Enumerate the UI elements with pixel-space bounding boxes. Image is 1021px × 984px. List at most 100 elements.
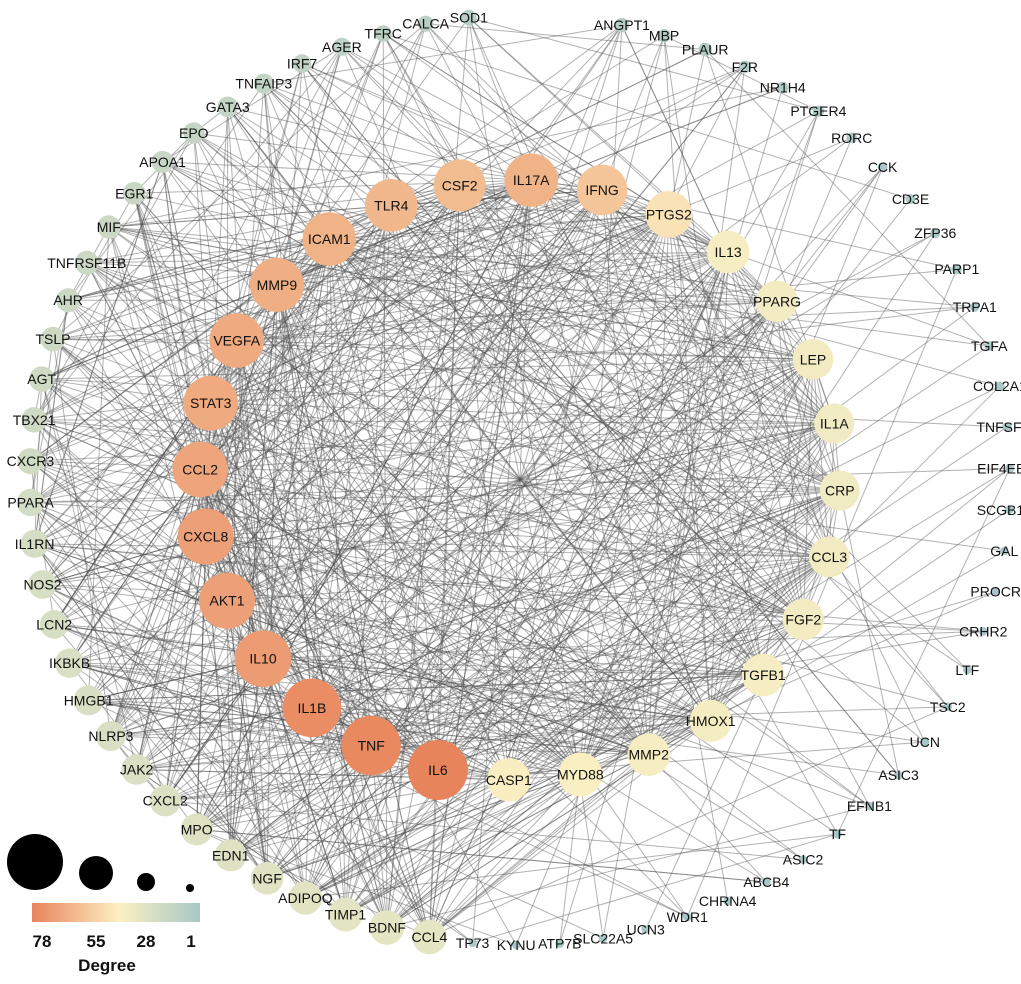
edge (311, 707, 649, 756)
edge (200, 251, 729, 470)
edge (236, 213, 669, 341)
edge (648, 490, 841, 755)
edge (205, 536, 649, 756)
edge (328, 238, 804, 620)
node-ltf: LTF (955, 662, 979, 678)
edge (371, 619, 804, 747)
node-apoa1: APOA1 (139, 150, 186, 173)
edge (30, 213, 669, 462)
edge (41, 378, 581, 776)
edge (196, 490, 841, 830)
edge (33, 419, 201, 470)
edge (196, 556, 830, 830)
edge (266, 423, 835, 879)
edge (210, 402, 430, 938)
edge (530, 179, 870, 807)
edge (276, 284, 830, 558)
edge (52, 338, 649, 756)
edge (69, 469, 201, 664)
node-jak2: JAK2 (120, 754, 154, 785)
edge (42, 536, 206, 585)
edge (648, 167, 884, 755)
edge (311, 423, 835, 709)
edge (210, 402, 650, 756)
node-label: SLC22A5 (573, 930, 633, 946)
edge (210, 185, 461, 404)
node-circle (782, 598, 824, 641)
node-ngf: NGF (250, 862, 284, 895)
edge (42, 584, 984, 632)
node-circle (905, 194, 916, 205)
node-label: HMGB1 (64, 692, 114, 708)
edge (710, 490, 841, 722)
node-label: TRPA1 (953, 299, 997, 315)
edge (110, 490, 840, 737)
node-label: LEP (800, 351, 826, 367)
node-cd3e: CD3E (892, 191, 929, 207)
edge (802, 359, 814, 620)
node-label: MIF (97, 219, 121, 235)
edge (263, 83, 804, 620)
edge (110, 358, 814, 737)
edge (67, 299, 688, 918)
edge (205, 536, 764, 676)
edge (34, 543, 268, 879)
edge (382, 33, 712, 722)
edge (601, 189, 841, 491)
node-tnfsf15: TNFSF15 (976, 419, 1021, 435)
node-label: CHRNA4 (699, 893, 757, 909)
edge (508, 674, 764, 781)
edge (196, 179, 532, 830)
node-label: CALCA (402, 16, 449, 32)
edge (30, 179, 532, 462)
node-circle (865, 801, 874, 811)
node-label: EDN1 (212, 847, 250, 863)
node-label: VEGFA (213, 333, 260, 349)
node-label: APOA1 (139, 154, 186, 170)
edge (276, 284, 372, 746)
edge (136, 251, 729, 770)
node-circle (598, 934, 608, 943)
edge (205, 213, 670, 537)
node-ahr: AHR (53, 288, 83, 313)
edge (370, 180, 532, 746)
edge (136, 490, 840, 770)
edge (328, 238, 712, 722)
node-circle (461, 9, 477, 26)
node-tnfrsf11b: TNFRSF11B (47, 250, 126, 275)
edge (311, 205, 392, 708)
edge (196, 745, 372, 830)
node-circle (217, 96, 238, 118)
edge (41, 378, 138, 770)
edge (329, 189, 603, 240)
edge (236, 340, 388, 928)
edge (262, 658, 581, 776)
node-lcn2: LCN2 (36, 610, 72, 639)
node-mbp: MBP (649, 28, 679, 44)
edge (210, 402, 804, 620)
edge (165, 745, 372, 802)
edge (266, 284, 278, 879)
edge (329, 238, 778, 302)
edge (311, 556, 830, 709)
edge (133, 193, 313, 709)
node-tlr4: TLR4 (365, 179, 418, 232)
node-label: SCGB1A1 (977, 502, 1021, 518)
edge (370, 358, 814, 746)
edge (262, 205, 392, 659)
edge (391, 204, 835, 424)
node-label: ATP7B (538, 936, 581, 952)
edge (304, 185, 461, 899)
node-circle (39, 610, 69, 639)
edge (30, 460, 840, 491)
edge (133, 192, 581, 775)
node-tnf: TNF (341, 715, 401, 776)
edge (236, 340, 835, 424)
node-circle (798, 855, 808, 864)
edge (230, 658, 264, 856)
edge (200, 469, 804, 620)
node-circle (183, 375, 238, 431)
edge (459, 184, 669, 215)
edge (459, 185, 804, 620)
edge (266, 774, 581, 879)
